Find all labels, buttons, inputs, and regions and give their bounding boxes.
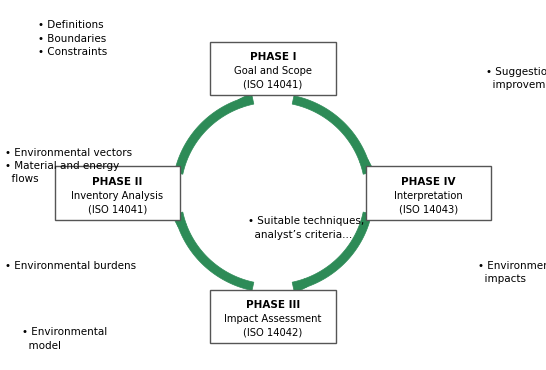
Text: • Environmental
  impacts: • Environmental impacts	[478, 261, 546, 284]
Text: Interpretation: Interpretation	[394, 191, 463, 201]
Text: Impact Assessment: Impact Assessment	[224, 314, 322, 324]
FancyBboxPatch shape	[210, 41, 336, 95]
FancyBboxPatch shape	[366, 166, 491, 220]
Text: PHASE II: PHASE II	[92, 177, 143, 187]
Text: PHASE IV: PHASE IV	[401, 177, 456, 187]
Polygon shape	[171, 215, 186, 227]
Polygon shape	[360, 159, 375, 172]
Text: • Environmental vectors
• Material and energy
  flows: • Environmental vectors • Material and e…	[5, 148, 133, 184]
Polygon shape	[174, 96, 254, 174]
FancyBboxPatch shape	[210, 289, 336, 343]
Text: • Environmental burdens: • Environmental burdens	[5, 261, 136, 271]
Polygon shape	[292, 96, 372, 174]
Text: PHASE III: PHASE III	[246, 300, 300, 310]
Text: (ISO 14042): (ISO 14042)	[244, 328, 302, 338]
Text: (ISO 14041): (ISO 14041)	[244, 80, 302, 90]
Text: • Suitable techniques,
  analyst’s criteria...: • Suitable techniques, analyst’s criteri…	[248, 216, 365, 240]
Polygon shape	[294, 279, 307, 293]
FancyBboxPatch shape	[55, 166, 180, 220]
Text: • Suggestions for
  improvements: • Suggestions for improvements	[486, 67, 546, 90]
Text: PHASE I: PHASE I	[250, 53, 296, 63]
Polygon shape	[292, 212, 372, 290]
Polygon shape	[239, 93, 252, 108]
Text: (ISO 14043): (ISO 14043)	[399, 205, 458, 215]
Text: • Environmental
  model: • Environmental model	[22, 327, 107, 351]
Text: Goal and Scope: Goal and Scope	[234, 66, 312, 76]
Text: • Definitions
• Boundaries
• Constraints: • Definitions • Boundaries • Constraints	[38, 20, 108, 57]
Polygon shape	[174, 212, 254, 290]
Text: Inventory Analysis: Inventory Analysis	[72, 191, 163, 201]
Text: (ISO 14041): (ISO 14041)	[88, 205, 147, 215]
